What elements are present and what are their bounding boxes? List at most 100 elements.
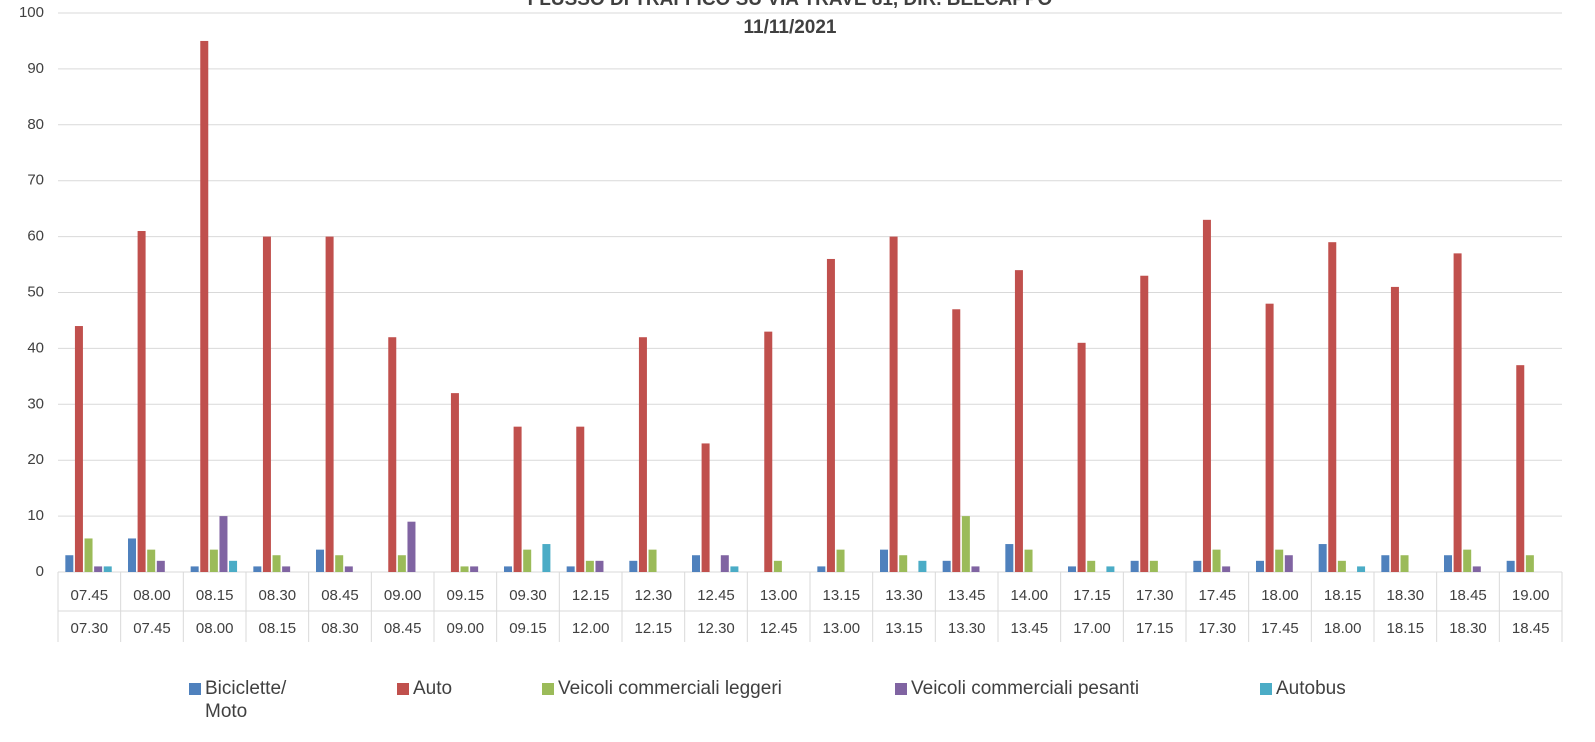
legend-swatch [1260, 683, 1272, 695]
bar [1212, 549, 1221, 572]
x-tick-label: 08.45 [321, 587, 359, 604]
bar [1506, 560, 1515, 572]
x-subtick-label: 12.00 [572, 620, 610, 637]
x-subtick-label: 12.30 [697, 620, 735, 637]
bar [701, 443, 710, 572]
bar [253, 566, 262, 572]
y-tick-label: 100 [19, 4, 44, 21]
bar [1516, 365, 1525, 572]
bar [1024, 549, 1033, 572]
bar [156, 560, 165, 572]
bar [219, 516, 228, 572]
bar [692, 555, 700, 572]
x-subtick-label: 12.15 [635, 620, 673, 637]
bar [335, 555, 344, 572]
bar [1014, 270, 1023, 572]
x-subtick-label: 13.30 [948, 620, 986, 637]
bar [826, 258, 835, 572]
bar [566, 566, 575, 572]
x-tick-label: 08.00 [133, 587, 171, 604]
x-subtick-label: 08.45 [384, 620, 422, 637]
y-tick-label: 50 [27, 283, 44, 300]
bar [147, 549, 156, 572]
x-tick-label: 13.30 [885, 587, 923, 604]
x-subtick-label: 17.30 [1199, 620, 1237, 637]
x-tick-label: 07.45 [71, 587, 109, 604]
bar [65, 555, 74, 572]
bar [817, 566, 826, 572]
bar [836, 549, 845, 572]
bar [889, 236, 898, 572]
bar [1275, 549, 1284, 572]
x-tick-label: 13.45 [948, 587, 986, 604]
bar [1284, 555, 1293, 572]
bar [1087, 560, 1096, 572]
x-tick-label: 12.15 [572, 587, 610, 604]
bar [1106, 566, 1115, 572]
bar [74, 326, 83, 572]
bar [262, 236, 271, 572]
chart-title: FLUSSO DI TRAFFICO SU VIA TRAVE 81, DIR.… [528, 0, 1053, 10]
x-subtick-label: 09.15 [509, 620, 547, 637]
bar [84, 538, 93, 572]
bar [952, 309, 961, 572]
x-subtick-label: 17.00 [1073, 620, 1111, 637]
bar [504, 566, 512, 572]
legend-swatch [189, 683, 201, 695]
legend-item: Biciclette/ Moto [189, 677, 300, 723]
x-tick-label: 18.00 [1261, 587, 1299, 604]
bar [576, 426, 585, 572]
bar [1463, 549, 1472, 572]
bar [1202, 219, 1211, 572]
legend-item: Veicoli commerciali pesanti [895, 677, 1139, 700]
y-tick-label: 30 [27, 395, 44, 412]
bar [880, 549, 888, 572]
y-tick-label: 0 [36, 563, 44, 580]
bar [1140, 275, 1149, 572]
bar [200, 40, 209, 572]
x-subtick-label: 09.00 [447, 620, 485, 637]
x-subtick-label: 08.30 [321, 620, 359, 637]
x-tick-label: 08.30 [259, 587, 297, 604]
x-subtick-label: 13.00 [823, 620, 861, 637]
x-tick-label: 09.00 [384, 587, 422, 604]
x-tick-label: 18.15 [1324, 587, 1362, 604]
bar [730, 566, 739, 572]
bar [1400, 555, 1409, 572]
bar [1077, 342, 1086, 572]
bar [344, 566, 353, 572]
bar [325, 236, 334, 572]
bar [961, 516, 970, 572]
bar [397, 555, 406, 572]
x-tick-label: 17.15 [1073, 587, 1111, 604]
legend-label: Veicoli commerciali pesanti [911, 678, 1140, 699]
bar [523, 549, 532, 572]
bar [1068, 566, 1076, 572]
bar [190, 566, 199, 572]
x-tick-label: 13.15 [823, 587, 861, 604]
bar [542, 544, 551, 572]
bar [94, 566, 103, 572]
x-tick-label: 14.00 [1011, 587, 1049, 604]
bar [720, 555, 729, 572]
bar [470, 566, 479, 572]
x-tick-label: 09.30 [509, 587, 547, 604]
y-tick-label: 80 [27, 116, 44, 133]
legend-label: Biciclette/ Moto [205, 678, 287, 722]
x-tick-label: 09.15 [447, 587, 485, 604]
bar [407, 521, 416, 572]
x-subtick-label: 18.15 [1387, 620, 1425, 637]
bar [1390, 286, 1399, 572]
legend-swatch [542, 683, 554, 695]
bar [137, 231, 146, 572]
bar [1453, 253, 1462, 572]
bar [1337, 560, 1346, 572]
legend-label: Autobus [1276, 678, 1346, 699]
legend-label: Auto [413, 678, 453, 699]
bar [942, 560, 951, 572]
bar [1193, 560, 1202, 572]
x-subtick-label: 18.45 [1512, 620, 1550, 637]
bar [1265, 303, 1274, 572]
x-tick-label: 18.45 [1449, 587, 1487, 604]
